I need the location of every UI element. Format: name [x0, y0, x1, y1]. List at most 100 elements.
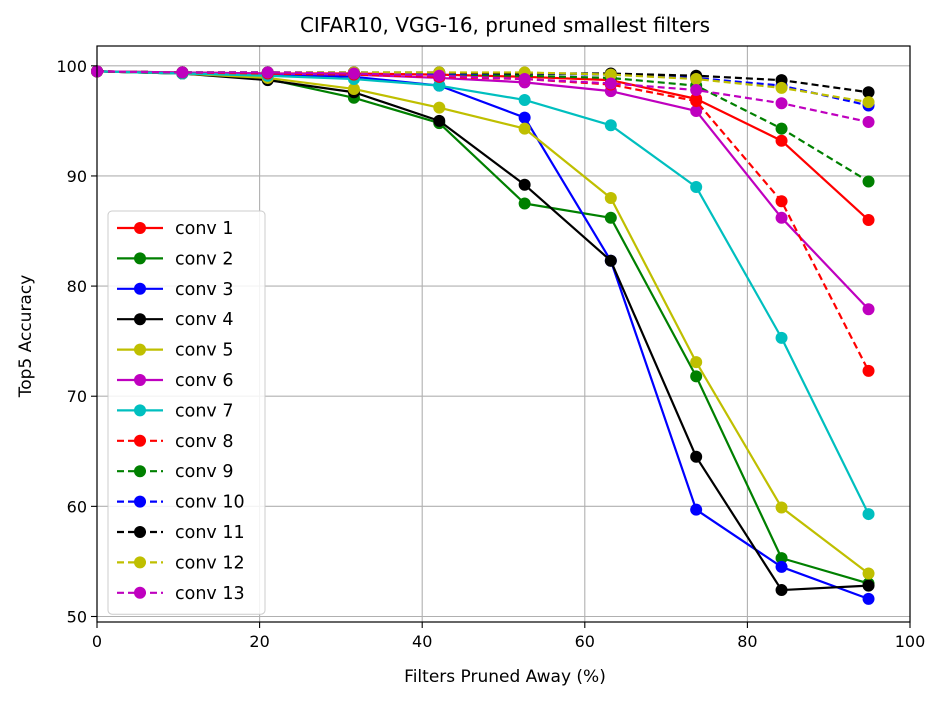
data-point [261, 66, 274, 79]
legend-entry: conv 4 [117, 310, 233, 330]
legend-label: conv 6 [175, 371, 233, 391]
legend-entry: conv 8 [117, 432, 233, 452]
legend-label: conv 1 [175, 219, 233, 239]
data-point [775, 552, 788, 565]
data-point [604, 77, 617, 90]
data-point [347, 67, 360, 80]
legend-label: conv 10 [175, 493, 245, 513]
legend-marker [134, 404, 146, 417]
data-point [690, 450, 703, 463]
data-point [518, 111, 531, 124]
data-point [775, 195, 788, 208]
chart-title: CIFAR10, VGG-16, pruned smallest filters [300, 13, 710, 37]
legend-label: conv 4 [175, 310, 233, 330]
series-line [96, 70, 870, 575]
y-tick-label: 100 [56, 57, 87, 76]
legend-entry: conv 13 [117, 584, 245, 604]
data-point [775, 97, 788, 110]
x-tick-label: 0 [92, 632, 102, 651]
legend-label: conv 12 [175, 553, 245, 573]
data-point [604, 119, 617, 132]
legend-marker [134, 343, 146, 356]
data-point [690, 73, 703, 86]
legend-marker [134, 222, 146, 234]
legend-label: conv 9 [175, 462, 233, 482]
data-point [775, 81, 788, 94]
data-point [690, 84, 703, 97]
series-line [96, 70, 869, 104]
legend-marker [134, 282, 146, 295]
data-point [433, 101, 446, 114]
legend-marker [134, 495, 146, 508]
x-tick-label: 80 [737, 632, 757, 651]
x-tick-label: 20 [249, 632, 269, 651]
data-point [862, 214, 875, 227]
data-point [775, 122, 788, 135]
legend-entry: conv 9 [117, 462, 233, 482]
data-point [775, 501, 788, 514]
data-point [604, 211, 617, 224]
data-point [775, 331, 788, 344]
legend-entry: conv 7 [117, 401, 233, 421]
data-point [604, 68, 617, 81]
data-point [690, 104, 703, 117]
y-tick-label: 50 [67, 607, 87, 626]
data-point [775, 560, 788, 573]
legend-entry: conv 3 [117, 280, 233, 300]
data-point [690, 180, 703, 193]
data-point [862, 364, 875, 377]
x-tick-label: 60 [575, 632, 595, 651]
data-point [690, 356, 703, 369]
data-point [518, 93, 531, 106]
legend-marker [134, 252, 146, 265]
data-point [690, 503, 703, 516]
data-point [518, 197, 531, 210]
data-point [862, 592, 875, 605]
data-point [775, 211, 788, 224]
y-tick-label: 90 [67, 167, 87, 186]
data-point [862, 303, 875, 316]
data-point [862, 115, 875, 128]
data-point [433, 114, 446, 127]
legend-entry: conv 2 [117, 249, 233, 269]
legend: conv 1 conv 2 conv 3 conv 4 conv 5 conv 6 conv… [107, 210, 266, 615]
data-point [604, 254, 617, 267]
legend-entry: conv 1 [117, 219, 233, 239]
y-tick-label: 70 [67, 387, 87, 406]
legend-label: conv 11 [175, 523, 245, 543]
data-point [862, 175, 875, 188]
data-point [433, 79, 446, 92]
data-point [604, 191, 617, 204]
legend-box [107, 210, 266, 615]
legend-marker [134, 526, 146, 538]
series-line [96, 70, 869, 107]
legend-entry: conv 12 [117, 553, 245, 573]
data-point [433, 69, 446, 82]
y-tick-label: 60 [67, 497, 87, 516]
legend-entry: conv 10 [117, 493, 245, 513]
data-point [347, 82, 360, 95]
series-1 [91, 65, 875, 227]
axis-ticks: 0 20 40 60 80 100 50 60 70 80 90 100 [56, 57, 925, 651]
legend-marker [134, 313, 146, 326]
y-tick-label: 80 [67, 277, 87, 296]
series-line [96, 70, 869, 124]
data-point [862, 579, 875, 592]
x-tick-label: 100 [895, 632, 926, 651]
data-point [862, 96, 875, 109]
data-point [518, 122, 531, 135]
x-axis-label: Filters Pruned Away (%) [404, 667, 606, 687]
y-axis-label: Top5 Accuracy [16, 275, 36, 399]
data-point [862, 567, 875, 580]
series-line [96, 70, 870, 515]
series-line [96, 70, 869, 94]
legend-label: conv 7 [175, 401, 233, 421]
data-point [775, 584, 788, 597]
data-point [518, 178, 531, 191]
legend-entry: conv 6 [117, 371, 233, 391]
legend-entry: conv 11 [117, 523, 245, 543]
legend-marker [134, 434, 146, 447]
legend-entry: conv 5 [117, 341, 233, 361]
legend-label: conv 8 [175, 432, 233, 452]
